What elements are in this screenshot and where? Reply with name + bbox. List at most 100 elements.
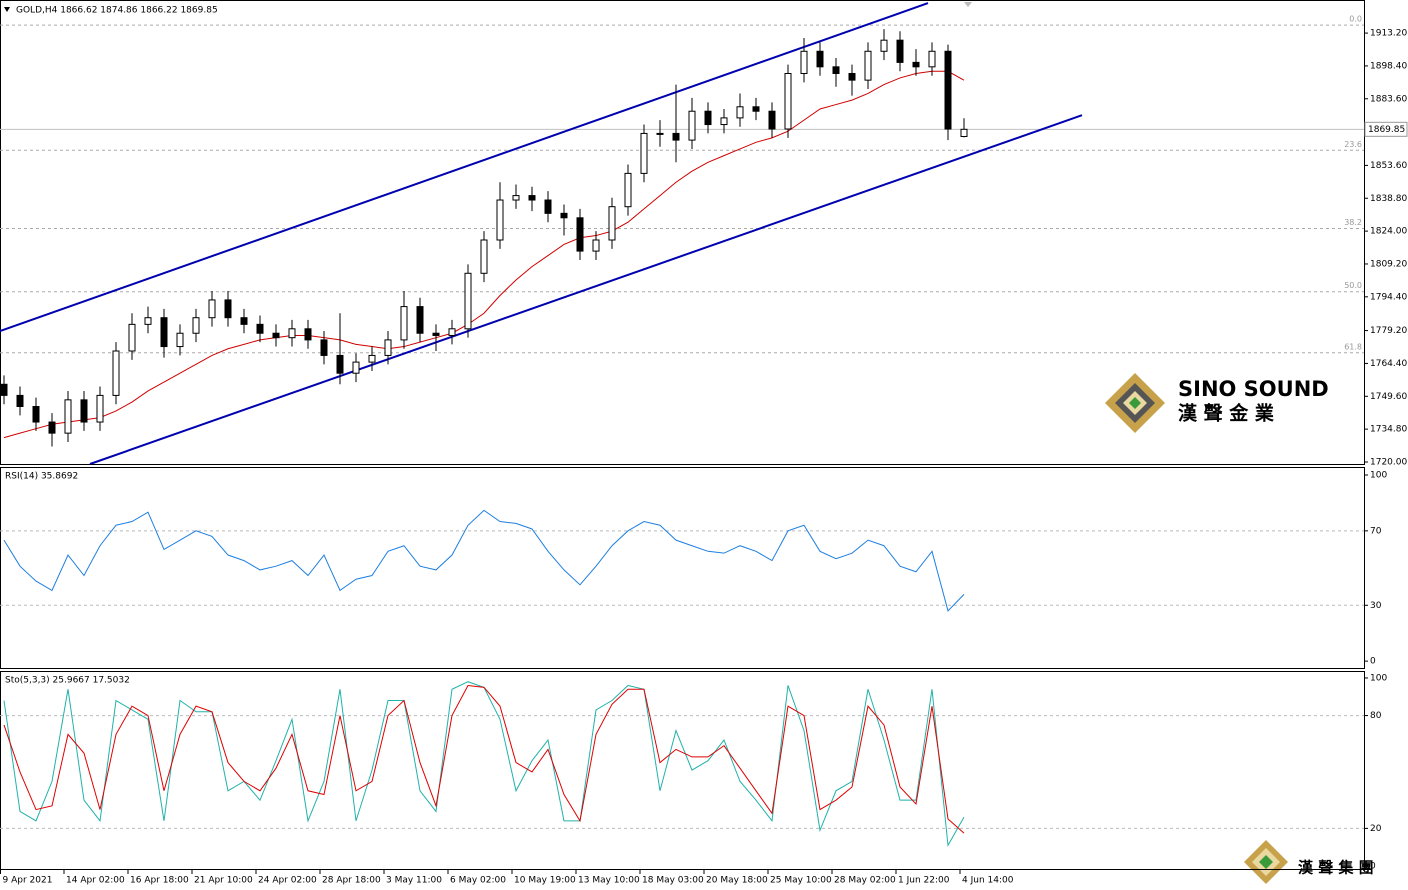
candle-body xyxy=(208,299,216,319)
x-tick-label: 28 May 02:00 xyxy=(834,876,896,886)
candle-body xyxy=(576,217,584,252)
x-tick-label: 13 May 10:00 xyxy=(578,876,640,886)
y-tick-label: 70 xyxy=(1370,526,1382,536)
x-tick-label: 14 Apr 02:00 xyxy=(66,876,125,886)
x-tick-label: 3 May 11:00 xyxy=(386,876,442,886)
y-tick-label: 100 xyxy=(1370,673,1387,683)
y-tick-label: 20 xyxy=(1370,824,1382,834)
candle-body xyxy=(240,317,248,325)
candle-body xyxy=(944,50,952,130)
y-tick-label: 1779.20 xyxy=(1370,326,1407,336)
candle-body xyxy=(400,306,408,341)
fibo-label: 38.2 xyxy=(1344,218,1362,227)
candle-body xyxy=(288,328,296,339)
candle-body xyxy=(608,206,616,241)
fibo-label: 23.6 xyxy=(1344,140,1362,149)
candle-body xyxy=(560,212,568,219)
y-tick-label: 1838.80 xyxy=(1370,194,1407,204)
x-tick-label: 24 Apr 02:00 xyxy=(258,876,317,886)
candle-body xyxy=(496,199,504,241)
logo-diamond-core xyxy=(1129,397,1141,409)
candle-body xyxy=(720,117,728,126)
x-tick-label: 21 Apr 10:00 xyxy=(194,876,253,886)
x-tick-label: 28 Apr 18:00 xyxy=(322,876,381,886)
candle-body xyxy=(592,239,600,252)
x-tick-label: 20 May 18:00 xyxy=(706,876,768,886)
y-tick-label: 100 xyxy=(1370,471,1387,481)
indicator-title: Sto(5,3,3) 25.9667 17.5032 xyxy=(5,676,130,686)
candle-body xyxy=(512,195,520,201)
panel-frame xyxy=(0,671,1365,870)
y-tick-label: 30 xyxy=(1370,601,1382,611)
candle-body xyxy=(64,399,72,434)
x-tick-label: 25 May 10:00 xyxy=(770,876,832,886)
x-tick-label: 16 Apr 18:00 xyxy=(130,876,189,886)
candle-body xyxy=(48,421,56,434)
candle-body xyxy=(144,317,152,325)
candle-body xyxy=(224,299,232,319)
candle-body xyxy=(656,132,664,135)
chart-title: GOLD,H4 1866.62 1874.86 1866.22 1869.85 xyxy=(16,6,218,16)
x-tick-label: 4 Jun 14:00 xyxy=(962,876,1014,886)
indicator-line xyxy=(3,684,965,834)
x-tick-label: 10 May 19:00 xyxy=(514,876,576,886)
candle-body xyxy=(800,50,808,74)
candle-body xyxy=(528,195,536,201)
candle-body xyxy=(80,399,88,423)
y-tick-label: 1734.80 xyxy=(1370,425,1407,435)
last-price-label: 1869.85 xyxy=(1368,125,1405,135)
y-tick-label: 0 xyxy=(1370,657,1376,667)
candle-body xyxy=(784,72,792,130)
candle-body xyxy=(320,339,328,356)
candle-body xyxy=(896,39,904,63)
brand-subtitle: 漢 聲 金 業 xyxy=(1178,402,1275,425)
candle-body xyxy=(192,317,200,334)
y-tick-label: 1913.20 xyxy=(1370,29,1407,39)
channel-line xyxy=(0,2,929,332)
candle-body xyxy=(960,128,968,137)
fibo-label: 61.8 xyxy=(1344,342,1362,351)
footer-diamond-core xyxy=(1259,855,1273,869)
y-tick-label: 1749.60 xyxy=(1370,392,1407,402)
candle-body xyxy=(864,50,872,81)
candle-body xyxy=(304,328,312,341)
candle-body xyxy=(832,66,840,74)
last-price-box xyxy=(1364,121,1408,137)
candle-body xyxy=(672,132,680,141)
header-marker xyxy=(4,7,10,12)
channel-line xyxy=(89,114,1083,465)
candle-body xyxy=(112,350,120,396)
y-tick-label: 1853.60 xyxy=(1370,161,1407,171)
candle-body xyxy=(736,106,744,119)
y-tick-label: 1764.40 xyxy=(1370,359,1407,369)
indicator-line xyxy=(3,509,965,612)
candle-body xyxy=(352,361,360,374)
candle-body xyxy=(912,61,920,68)
brand-name: SINO SOUND xyxy=(1178,377,1329,401)
candle-body xyxy=(624,172,632,208)
candle-body xyxy=(752,106,760,112)
panel-frame xyxy=(0,467,1365,669)
candle-body xyxy=(544,199,552,214)
y-tick-label: 1824.00 xyxy=(1370,227,1407,237)
candle-body xyxy=(160,317,168,348)
candle-body xyxy=(0,383,8,396)
x-tick-label: 1 Jun 22:00 xyxy=(898,876,950,886)
y-tick-label: 80 xyxy=(1370,711,1382,721)
candle-body xyxy=(368,354,376,363)
candle-body xyxy=(176,332,184,348)
candle-body xyxy=(416,306,424,334)
y-tick-label: 1720.00 xyxy=(1370,458,1407,468)
candle-body xyxy=(688,110,696,141)
candle-body xyxy=(928,50,936,68)
x-tick-label: 18 May 03:00 xyxy=(642,876,704,886)
candle-body xyxy=(432,332,440,336)
logo: SINO SOUND 漢 聲 金 業 xyxy=(1105,373,1329,433)
candle-body xyxy=(256,323,264,334)
x-tick-label: 6 May 02:00 xyxy=(450,876,506,886)
y-tick-label: 1883.60 xyxy=(1370,94,1407,104)
shift-marker xyxy=(964,2,972,7)
candle-body xyxy=(768,110,776,130)
